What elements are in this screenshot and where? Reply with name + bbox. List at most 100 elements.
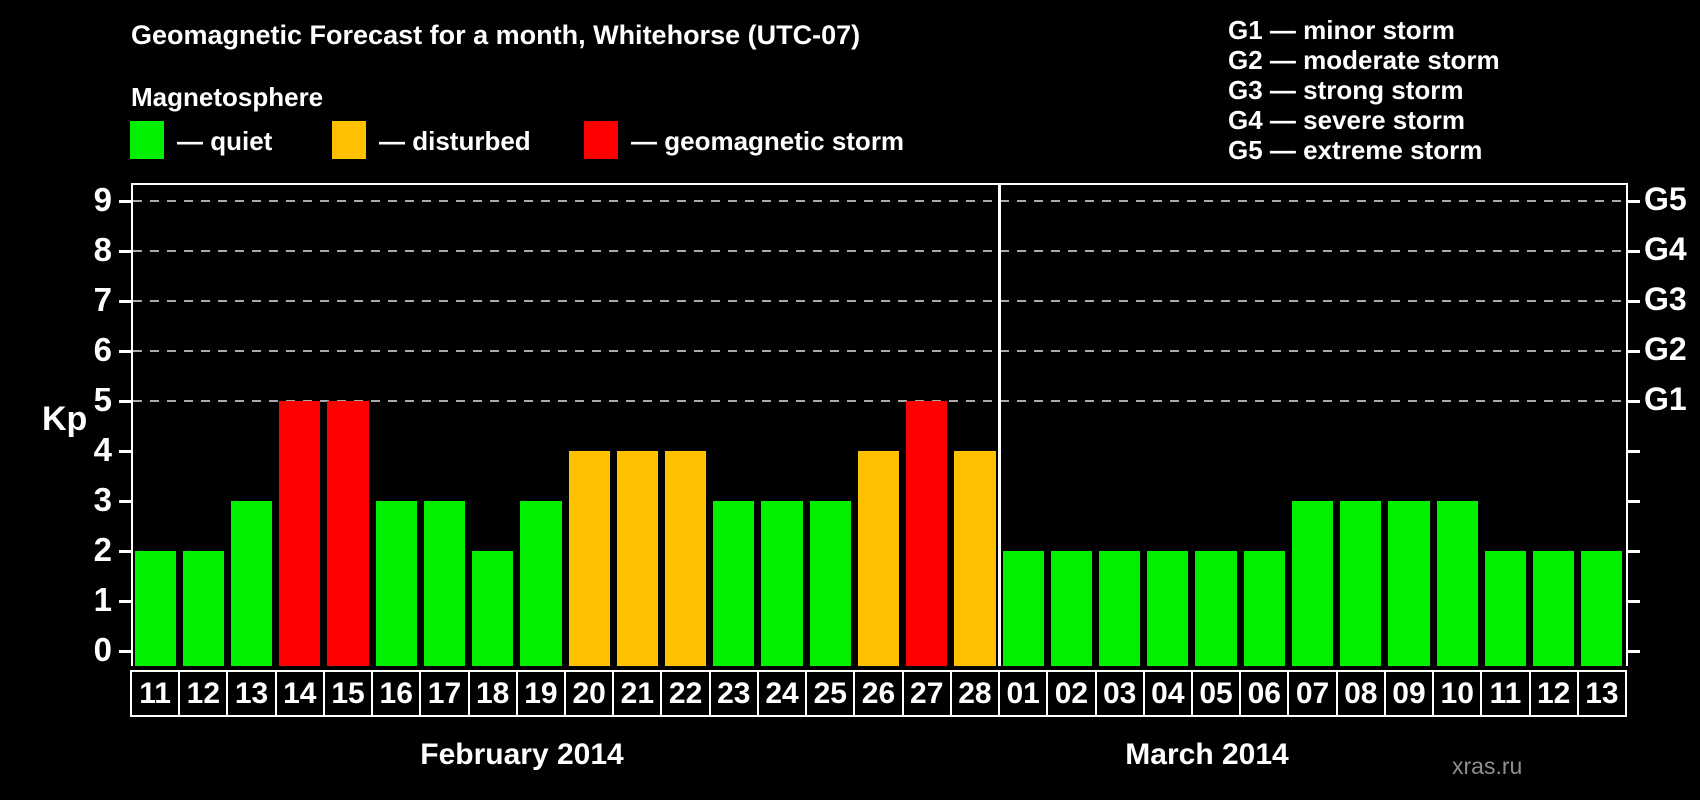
kp-bar-february-26 (857, 451, 900, 666)
kp-bar-february-21 (616, 451, 658, 666)
kp-bar-february-16 (375, 501, 417, 666)
y-tick-left-2 (119, 550, 131, 553)
legend-swatch-disturbed (332, 121, 366, 159)
y-tick-label-4: 4 (93, 431, 112, 468)
month-label: February 2014 (420, 738, 624, 771)
date-box-02: 02 (1046, 670, 1097, 717)
y-tick-label-9: 9 (93, 181, 112, 218)
date-box-03: 03 (1094, 670, 1145, 717)
right-axis-label-g5: G5 (1644, 181, 1687, 217)
right-axis-label-g4: G4 (1644, 231, 1687, 267)
storm-scale-line-g4: G4 — severe storm (1228, 105, 1466, 135)
gridline-kp8 (133, 250, 1624, 252)
date-box-16: 16 (371, 670, 422, 717)
storm-scale-legend: G1 — minor storm G2 — moderate storm G3 … (1228, 15, 1500, 165)
date-box-01: 01 (998, 670, 1049, 717)
kp-bar-february-19 (520, 501, 562, 666)
right-axis-label-g1: G1 (1644, 381, 1687, 417)
y-tick-left-4 (119, 450, 131, 453)
date-box-10: 10 (1432, 670, 1483, 717)
kp-bar-march-09 (1388, 501, 1430, 666)
y-tick-left-8 (119, 250, 131, 253)
y-tick-left-5 (119, 400, 131, 403)
magnetosphere-subtitle: Magnetosphere (131, 82, 324, 112)
kp-bar-february-14 (279, 401, 321, 666)
legend-label-quiet: — quiet (177, 126, 273, 156)
legend-swatch-storm (584, 121, 618, 159)
month-label: March 2014 (1125, 738, 1289, 771)
storm-scale-line-g3: G3 — strong storm (1228, 75, 1464, 105)
y-tick-left-9 (119, 200, 131, 203)
kp-bar-february-15 (327, 401, 369, 666)
kp-bar-february-22 (664, 451, 707, 666)
date-box-25: 25 (805, 670, 856, 717)
date-box-20: 20 (564, 670, 615, 717)
y-tick-right-9 (1628, 200, 1640, 203)
kp-bar-february-25 (809, 501, 851, 666)
y-tick-right-2 (1628, 550, 1640, 553)
kp-bar-february-18 (472, 551, 514, 666)
kp-bar-february-24 (761, 501, 803, 666)
gridline-kp7 (133, 300, 1624, 302)
y-tick-label-3: 3 (93, 481, 112, 518)
y-tick-label-0: 0 (93, 631, 112, 668)
kp-bar-march-11 (1484, 551, 1527, 666)
date-box-15: 15 (322, 670, 374, 717)
kp-bar-february-12 (182, 551, 224, 666)
kp-bar-february-13 (230, 501, 273, 666)
kp-bar-march-01 (1002, 551, 1044, 666)
y-tick-label-8: 8 (93, 231, 112, 268)
y-tick-left-1 (119, 600, 131, 603)
storm-scale-line-g2: G2 — moderate storm (1228, 45, 1500, 75)
date-box-07: 07 (1287, 670, 1338, 717)
y-tick-right-8 (1628, 250, 1640, 253)
kp-bar-february-28 (954, 451, 996, 666)
y-tick-label-1: 1 (93, 581, 112, 618)
kp-bar-march-02 (1050, 551, 1092, 666)
kp-bar-march-08 (1340, 501, 1382, 666)
y-tick-left-6 (119, 350, 131, 353)
date-box-23: 23 (708, 670, 759, 717)
kp-bar-march-13 (1581, 551, 1623, 666)
date-box-21: 21 (612, 670, 663, 717)
date-box-17: 17 (419, 670, 470, 717)
plot-frame (131, 183, 1628, 666)
kp-bar-march-05 (1195, 551, 1237, 666)
date-box-19: 19 (515, 670, 567, 717)
date-box-13: 13 (226, 670, 277, 717)
legend-swatch-quiet (130, 121, 164, 159)
date-box-08: 08 (1335, 670, 1386, 717)
y-tick-label-2: 2 (93, 531, 112, 568)
kp-bar-february-17 (423, 501, 466, 666)
date-box-12: 12 (178, 670, 229, 717)
y-tick-right-5 (1628, 400, 1640, 403)
kp-bar-february-11 (134, 551, 176, 666)
date-box-26: 26 (853, 670, 904, 717)
storm-scale-line-g5: G5 — extreme storm (1228, 135, 1483, 165)
date-box-11: 11 (130, 670, 181, 717)
y-tick-right-7 (1628, 300, 1640, 303)
gridline-kp9 (133, 200, 1624, 202)
gridline-kp5 (133, 400, 1624, 402)
page-title: Geomagnetic Forecast for a month, Whiteh… (131, 20, 861, 50)
date-box-28: 28 (949, 670, 1001, 717)
legend-label-disturbed: — disturbed (379, 126, 531, 156)
month-separator (997, 183, 1001, 666)
y-tick-label-7: 7 (93, 281, 112, 318)
storm-scale-line-g1: G1 — minor storm (1228, 15, 1455, 45)
kp-bar-march-03 (1099, 551, 1141, 666)
kp-bar-march-04 (1147, 551, 1189, 666)
date-box-09: 09 (1383, 670, 1435, 717)
gridline-kp6 (133, 350, 1624, 352)
y-tick-left-7 (119, 300, 131, 303)
date-box-27: 27 (901, 670, 952, 717)
date-box-05: 05 (1190, 670, 1242, 717)
kp-bar-february-27 (906, 401, 948, 666)
y-tick-right-4 (1628, 450, 1640, 453)
y-tick-right-1 (1628, 600, 1640, 603)
date-box-24: 24 (756, 670, 808, 717)
date-box-06: 06 (1239, 670, 1290, 717)
date-box-13: 13 (1576, 670, 1627, 717)
y-tick-label-5: 5 (93, 381, 112, 418)
kp-bar-march-12 (1533, 551, 1575, 666)
